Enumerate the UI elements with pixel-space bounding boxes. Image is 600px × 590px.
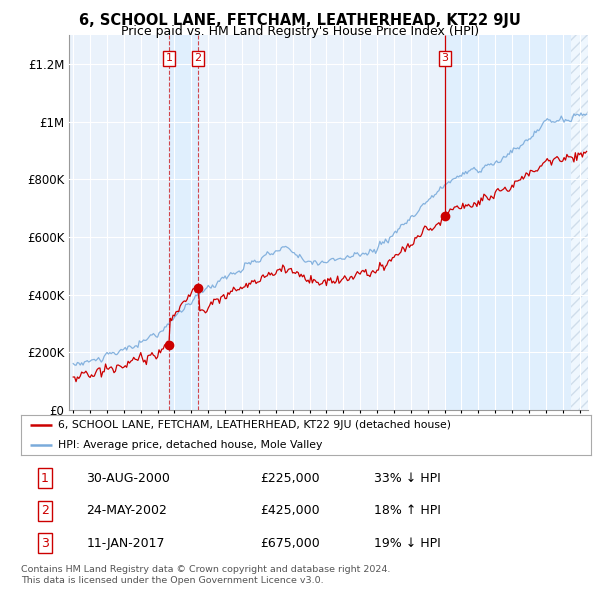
Text: 19% ↓ HPI: 19% ↓ HPI — [374, 537, 441, 550]
Text: HPI: Average price, detached house, Mole Valley: HPI: Average price, detached house, Mole… — [58, 441, 322, 450]
Bar — [571, 35, 588, 410]
Text: Contains HM Land Registry data © Crown copyright and database right 2024.
This d: Contains HM Land Registry data © Crown c… — [21, 565, 391, 585]
Text: 11-JAN-2017: 11-JAN-2017 — [86, 537, 165, 550]
Text: £675,000: £675,000 — [260, 537, 320, 550]
Text: 1: 1 — [41, 472, 49, 485]
Text: £425,000: £425,000 — [260, 504, 320, 517]
Text: 1: 1 — [166, 54, 172, 64]
Bar — [445, 35, 588, 410]
Text: 3: 3 — [41, 537, 49, 550]
Text: 24-MAY-2002: 24-MAY-2002 — [86, 504, 167, 517]
Text: 2: 2 — [41, 504, 49, 517]
Text: 3: 3 — [442, 54, 449, 64]
Text: 18% ↑ HPI: 18% ↑ HPI — [374, 504, 441, 517]
Text: 33% ↓ HPI: 33% ↓ HPI — [374, 472, 441, 485]
Text: 6, SCHOOL LANE, FETCHAM, LEATHERHEAD, KT22 9JU (detached house): 6, SCHOOL LANE, FETCHAM, LEATHERHEAD, KT… — [58, 421, 451, 430]
Text: Price paid vs. HM Land Registry's House Price Index (HPI): Price paid vs. HM Land Registry's House … — [121, 25, 479, 38]
Bar — [169, 35, 198, 410]
Text: 2: 2 — [194, 54, 202, 64]
Text: £225,000: £225,000 — [260, 472, 320, 485]
Text: 6, SCHOOL LANE, FETCHAM, LEATHERHEAD, KT22 9JU: 6, SCHOOL LANE, FETCHAM, LEATHERHEAD, KT… — [79, 13, 521, 28]
Text: 30-AUG-2000: 30-AUG-2000 — [86, 472, 170, 485]
Bar — [571, 35, 588, 410]
